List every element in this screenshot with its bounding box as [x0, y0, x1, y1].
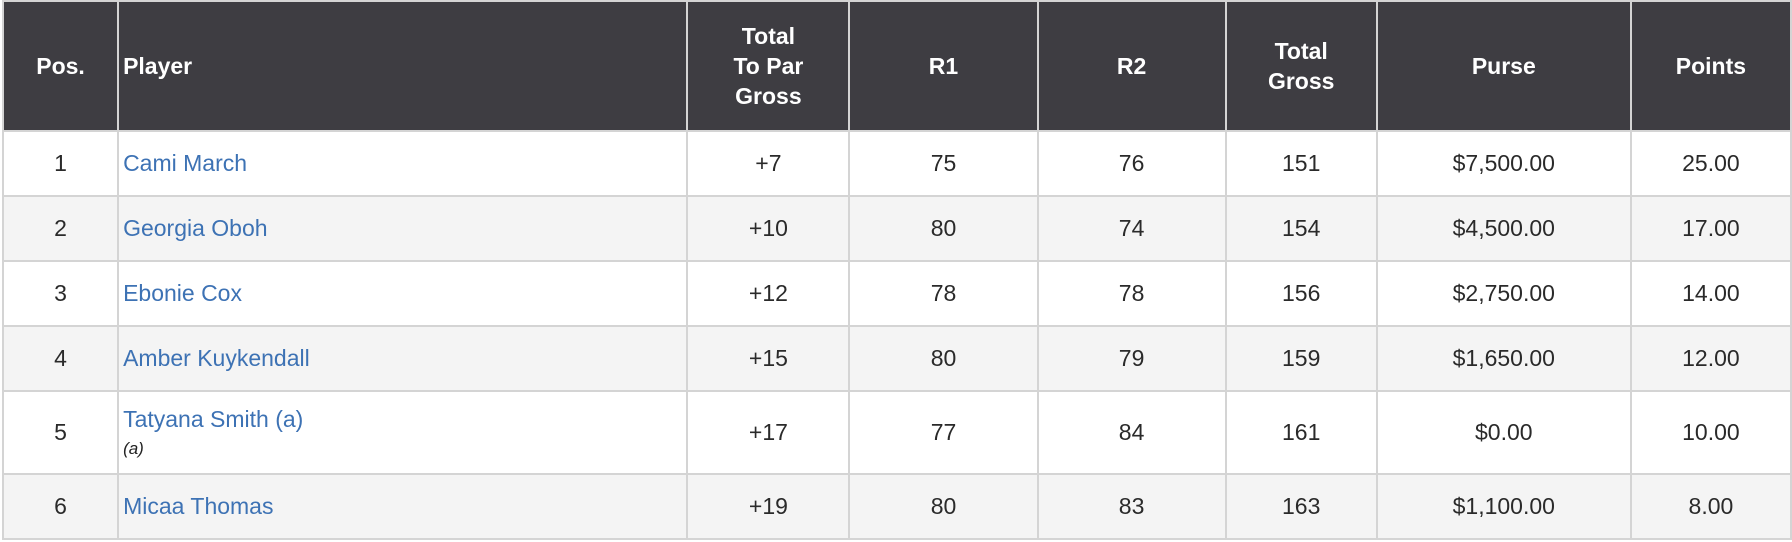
- to-par-cell: +15: [686, 325, 851, 392]
- purse-cell: $4,500.00: [1375, 195, 1632, 262]
- purse-cell: $2,750.00: [1375, 260, 1632, 327]
- header-r1[interactable]: R1: [848, 0, 1039, 132]
- points-cell: 12.00: [1629, 325, 1792, 392]
- r2-cell: 83: [1036, 473, 1227, 540]
- header-line: Gross: [735, 83, 802, 109]
- player-link[interactable]: Cami March: [123, 150, 248, 176]
- header-to-par[interactable]: Total To Par Gross: [686, 0, 851, 132]
- points-cell: 17.00: [1629, 195, 1792, 262]
- player-link[interactable]: Georgia Oboh: [123, 215, 268, 241]
- total-gross-cell: 156: [1224, 260, 1378, 327]
- header-points[interactable]: Points: [1629, 0, 1792, 132]
- purse-cell: $1,650.00: [1375, 325, 1632, 392]
- player-cell: Micaa Thomas: [117, 473, 689, 540]
- table-row: 4 Amber Kuykendall +15 80 79 159 $1,650.00 12.0…: [1, 325, 1792, 392]
- r1-cell: 78: [848, 260, 1039, 327]
- total-gross-cell: 161: [1224, 390, 1378, 475]
- header-line: Total: [741, 23, 796, 49]
- player-cell: Ebonie Cox: [117, 260, 689, 327]
- player-link[interactable]: Tatyana Smith (a): [123, 406, 304, 432]
- to-par-cell: +12: [686, 260, 851, 327]
- total-gross-cell: 159: [1224, 325, 1378, 392]
- header-purse[interactable]: Purse: [1375, 0, 1632, 132]
- header-line: Total: [1274, 38, 1328, 64]
- player-cell: Tatyana Smith (a) (a): [117, 390, 689, 475]
- total-gross-cell: 163: [1224, 473, 1378, 540]
- r2-cell: 84: [1036, 390, 1227, 475]
- table-row: 1 Cami March +7 75 76 151 $7,500.00 25.00: [1, 130, 1792, 197]
- r1-cell: 80: [848, 473, 1039, 540]
- points-cell: 8.00: [1629, 473, 1792, 540]
- position-cell: 4: [1, 325, 120, 392]
- points-cell: 14.00: [1629, 260, 1792, 327]
- r1-cell: 80: [848, 195, 1039, 262]
- header-line: Gross: [1267, 68, 1335, 94]
- player-cell: Amber Kuykendall: [117, 325, 689, 392]
- player-link[interactable]: Micaa Thomas: [123, 493, 274, 519]
- to-par-cell: +19: [686, 473, 851, 540]
- player-link[interactable]: Amber Kuykendall: [123, 345, 310, 371]
- r2-cell: 74: [1036, 195, 1227, 262]
- r2-cell: 76: [1036, 130, 1227, 197]
- purse-cell: $0.00: [1375, 390, 1632, 475]
- amateur-note: (a): [123, 439, 144, 458]
- r1-cell: 80: [848, 325, 1039, 392]
- purse-cell: $7,500.00: [1375, 130, 1632, 197]
- header-row: Pos. Player Total To Par Gross R1 R2 Total…: [1, 0, 1792, 132]
- position-cell: 6: [1, 473, 120, 540]
- points-cell: 10.00: [1629, 390, 1792, 475]
- table-row: 5 Tatyana Smith (a) (a) +17 77 84 161 $0.00 10.0…: [1, 390, 1792, 475]
- header-player[interactable]: Player: [117, 0, 689, 132]
- purse-cell: $1,100.00: [1375, 473, 1632, 540]
- player-cell: Georgia Oboh: [117, 195, 689, 262]
- r1-cell: 77: [848, 390, 1039, 475]
- total-gross-cell: 154: [1224, 195, 1378, 262]
- header-r2[interactable]: R2: [1036, 0, 1227, 132]
- position-cell: 5: [1, 390, 120, 475]
- table-row: 3 Ebonie Cox +12 78 78 156 $2,750.00 14.00: [1, 260, 1792, 327]
- player-cell: Cami March: [117, 130, 689, 197]
- r2-cell: 78: [1036, 260, 1227, 327]
- table-row: 2 Georgia Oboh +10 80 74 154 $4,500.00 17.00: [1, 195, 1792, 262]
- position-cell: 3: [1, 260, 120, 327]
- r2-cell: 79: [1036, 325, 1227, 392]
- position-cell: 2: [1, 195, 120, 262]
- to-par-cell: +17: [686, 390, 851, 475]
- points-cell: 25.00: [1629, 130, 1792, 197]
- player-link[interactable]: Ebonie Cox: [123, 280, 242, 306]
- header-total-gross[interactable]: Total Gross: [1224, 0, 1378, 132]
- to-par-cell: +10: [686, 195, 851, 262]
- header-pos[interactable]: Pos.: [1, 0, 120, 132]
- total-gross-cell: 151: [1224, 130, 1378, 197]
- header-line: To Par: [733, 53, 804, 79]
- table-row: 6 Micaa Thomas +19 80 83 163 $1,100.00 8.00: [1, 473, 1792, 540]
- r1-cell: 75: [848, 130, 1039, 197]
- position-cell: 1: [1, 130, 120, 197]
- to-par-cell: +7: [686, 130, 851, 197]
